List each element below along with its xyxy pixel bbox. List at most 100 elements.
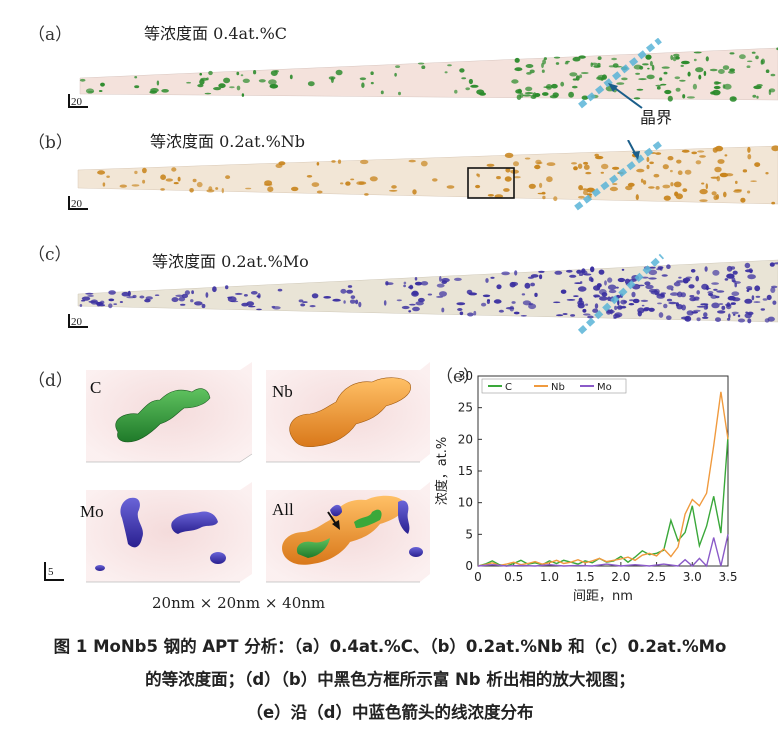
precipitate-cluster — [177, 176, 181, 182]
precipitate-cluster — [740, 197, 746, 203]
precipitate-cluster — [607, 284, 617, 291]
precipitate-cluster — [712, 147, 718, 153]
precipitate-cluster — [617, 299, 620, 306]
precipitate-cluster — [637, 307, 645, 314]
precipitate-cluster — [715, 295, 720, 299]
precipitate-cluster — [439, 291, 447, 297]
precipitate-cluster — [142, 167, 147, 174]
precipitate-cluster — [722, 65, 730, 70]
precipitate-cluster — [302, 301, 308, 303]
precipitate-cluster — [178, 296, 186, 302]
precipitate-cluster — [700, 303, 709, 306]
precipitate-cluster — [243, 294, 248, 297]
precipitate-cluster — [710, 176, 719, 179]
precipitate-cluster — [552, 92, 559, 98]
precipitate-cluster — [745, 311, 749, 314]
precipitate-cluster — [340, 182, 344, 185]
precipitate-cluster — [737, 318, 746, 323]
precipitate-cluster — [536, 161, 543, 165]
precipitate-cluster — [771, 285, 778, 289]
precipitate-cluster — [171, 167, 177, 172]
precipitate-cluster — [456, 302, 466, 306]
precipitate-cluster — [459, 68, 465, 73]
precipitate-cluster — [227, 296, 237, 303]
precipitate-cluster — [773, 262, 778, 265]
precipitate-cluster — [206, 189, 215, 193]
precipitate-cluster — [599, 296, 608, 301]
precipitate-cluster — [668, 301, 677, 305]
precipitate-cluster — [692, 83, 698, 90]
precipitate-cluster — [113, 303, 118, 305]
box-nb-label: Nb — [272, 382, 293, 401]
precipitate-cluster — [417, 62, 425, 65]
precipitate-cluster — [408, 310, 412, 313]
precipitate-cluster — [636, 88, 644, 91]
precipitate-cluster — [717, 310, 726, 314]
precipitate-cluster — [632, 298, 640, 304]
precipitate-cluster — [574, 282, 583, 284]
precipitate-cluster — [591, 62, 598, 66]
precipitate-cluster — [494, 194, 504, 199]
panel-c-label: （c） — [28, 245, 72, 265]
precipitate-cluster — [629, 299, 635, 302]
precipitate-cluster — [580, 72, 589, 74]
precipitate-cluster — [635, 72, 640, 75]
precipitate-cluster — [332, 298, 341, 302]
precipitate-cluster — [215, 187, 219, 190]
precipitate-cluster — [742, 169, 748, 173]
precipitate-cluster — [723, 83, 732, 90]
precipitate-cluster — [482, 294, 491, 298]
x-tick-label: 2.5 — [647, 570, 666, 584]
precipitate-cluster — [467, 312, 474, 317]
precipitate-cluster — [481, 302, 487, 307]
precipitate-cluster — [328, 76, 336, 80]
precipitate-cluster — [485, 278, 489, 283]
precipitate-cluster — [545, 84, 553, 90]
precipitate-cluster — [539, 182, 543, 188]
precipitate-cluster — [656, 86, 661, 90]
concentration-chart: 0 0.5 1.0 1.5 2.0 2.5 3.0 3.5 0 5 10 15 20 25 30 间距，nm 浓… — [434, 369, 738, 604]
precipitate-cluster — [682, 188, 688, 192]
precipitate-cluster — [635, 194, 639, 201]
precipitate-cluster — [660, 292, 666, 295]
precipitate-cluster — [493, 299, 502, 304]
precipitate-cluster — [206, 77, 209, 81]
precipitate-cluster — [608, 65, 616, 68]
precipitate-cluster — [201, 303, 206, 309]
panel-b-needle — [77, 140, 778, 211]
precipitate-cluster — [538, 270, 545, 273]
precipitate-cluster — [601, 292, 608, 297]
precipitate-cluster — [744, 269, 754, 273]
precipitate-cluster — [627, 182, 635, 187]
precipitate-cluster — [704, 266, 708, 272]
precipitate-cluster — [753, 85, 762, 90]
precipitate-cluster — [577, 286, 587, 292]
precipitate-cluster — [631, 291, 636, 298]
precipitate-cluster — [542, 92, 549, 96]
precipitate-cluster — [411, 291, 419, 297]
caption-line-1: 图 1 MoNb5 钢的 APT 分析：（a）0.4at.%C、（b）0.2at… — [53, 637, 727, 656]
precipitate-cluster — [651, 64, 655, 71]
panel-a-scale-bar — [68, 94, 88, 108]
precipitate-cluster — [513, 176, 521, 179]
precipitate-cluster — [190, 299, 194, 303]
precipitate-cluster — [521, 293, 526, 296]
precipitate-cluster — [189, 188, 194, 193]
precipitate-cluster — [744, 313, 752, 319]
precipitate-cluster — [465, 87, 471, 91]
precipitate-cluster — [150, 88, 159, 93]
precipitate-cluster — [698, 74, 702, 80]
precipitate-cluster — [144, 298, 151, 303]
precipitate-cluster — [747, 190, 751, 194]
precipitate-cluster — [684, 169, 692, 175]
precipitate-cluster — [592, 308, 599, 313]
precipitate-cluster — [730, 302, 736, 305]
panel-b-title: 等浓度面 0.2at.%Nb — [150, 132, 306, 151]
precipitate-cluster — [268, 79, 277, 85]
precipitate-cluster — [732, 270, 738, 275]
precipitate-cluster — [408, 159, 416, 163]
precipitate-cluster — [660, 83, 667, 86]
precipitate-cluster — [607, 296, 612, 302]
precipitate-cluster — [526, 72, 532, 75]
precipitate-cluster — [701, 182, 705, 185]
